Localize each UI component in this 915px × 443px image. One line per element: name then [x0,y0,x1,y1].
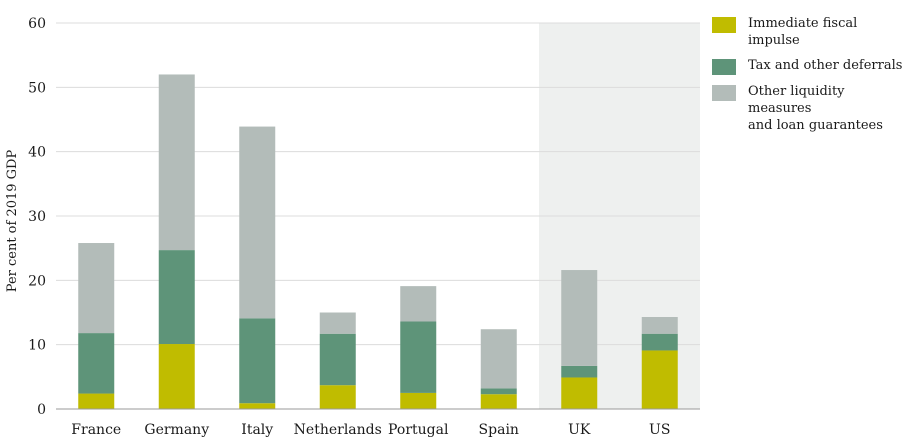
bar-segment [480,388,517,395]
legend-label: Other liquidity measures and loan guaran… [748,84,883,133]
bar-segment [158,344,195,409]
x-tick-label: France [71,422,121,438]
y-tick-label: 0 [37,402,46,418]
bar-segment [480,329,517,389]
x-tick-label: Germany [144,422,209,438]
bar-segment [400,321,437,393]
bar-segment [239,126,276,319]
bar-segment [319,333,356,386]
y-tick-label: 40 [28,145,46,161]
bar-segment [158,250,195,345]
legend-label: Tax and other deferrals [748,58,903,73]
x-tick-label: Netherlands [294,422,382,438]
y-tick-label: 20 [28,273,46,289]
bar-segment [78,243,115,334]
y-tick-label: 30 [28,209,46,225]
bar-segment [561,270,598,366]
bar-segment [78,333,115,394]
chart-legend: Immediate fiscal impulse Tax and other d… [712,15,912,142]
bar-segment [158,74,195,251]
y-tick-label: 60 [28,16,46,32]
legend-item-fiscal-impulse: Immediate fiscal impulse [712,15,912,49]
bar-segment [561,365,598,378]
bar-segment [400,286,437,322]
x-tick-label: US [649,422,670,438]
legend-item-tax-deferrals: Tax and other deferrals [712,57,912,75]
bar-segment [400,392,437,409]
legend-swatch [712,17,736,33]
legend-label: Immediate fiscal impulse [748,16,858,48]
bar-segment [239,318,276,404]
legend-swatch [712,85,736,101]
bar-segment [641,333,678,351]
x-tick-label: UK [568,422,591,438]
y-tick-label: 10 [28,338,46,354]
y-axis-title: Per cent of 2019 GDP [5,150,20,293]
legend-swatch [712,59,736,75]
x-tick-label: Portugal [388,422,449,438]
bar-segment [319,312,356,334]
bar-segment [78,393,115,409]
bar-segment [561,377,598,409]
legend-item-liquidity-guarantees: Other liquidity measures and loan guaran… [712,83,912,134]
bar-segment [239,403,276,409]
bar-segment [319,385,356,409]
bar-segment [641,350,678,409]
y-tick-label: 50 [28,80,46,96]
bar-segment [480,394,517,409]
bar-segment [641,317,678,334]
x-tick-label: Italy [241,422,273,438]
x-tick-label: Spain [479,422,519,438]
